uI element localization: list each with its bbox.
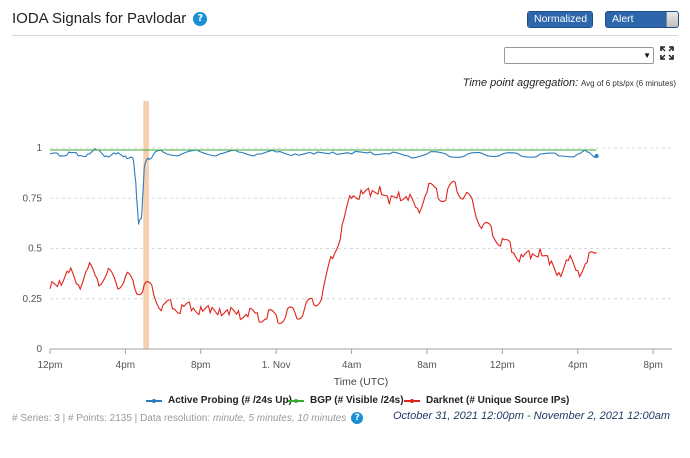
legend-item-active-probing[interactable]: Active Probing (# /24s Up) xyxy=(146,395,292,406)
y-tick-label: 0.25 xyxy=(23,294,43,305)
chevron-down-icon: ▼ xyxy=(643,51,651,60)
series-endpoint xyxy=(594,154,599,159)
resolution-value: minute, 5 minutes, 10 minutes xyxy=(212,412,347,424)
aggregation-info: Time point aggregation: Avg of 6 pts/px … xyxy=(463,77,676,89)
chart-header: IODA Signals for Pavlodar ? xyxy=(12,10,208,27)
y-tick-label: 1 xyxy=(36,143,42,154)
legend-item-bgp[interactable]: BGP (# Visible /24s) xyxy=(288,395,404,406)
legend-swatch xyxy=(288,398,304,403)
fullscreen-icon[interactable] xyxy=(660,46,674,60)
x-tick-label: 12pm xyxy=(37,360,62,371)
axes: 0 0.25 0.5 0.75 1 12pm 4pm 8pm 1. Nov 4am 8am 12pm 4… xyxy=(23,143,672,371)
x-tick-label: 8pm xyxy=(643,360,662,371)
alert-band xyxy=(143,101,149,349)
legend-label: Darknet (# Unique Source IPs) xyxy=(426,395,570,406)
page-title: IODA Signals for Pavlodar xyxy=(12,10,187,27)
y-tick-label: 0 xyxy=(36,344,42,355)
x-axis-title: Time (UTC) xyxy=(334,376,388,388)
series-line xyxy=(49,148,597,225)
time-range: October 31, 2021 12:00pm - November 2, 2… xyxy=(392,410,670,422)
alert-band-rect xyxy=(143,101,149,349)
chart: 0 0.25 0.5 0.75 1 12pm 4pm 8pm 1. Nov 4am 8am 12pm 4… xyxy=(23,101,672,388)
x-tick-label: 8pm xyxy=(191,360,210,371)
alert-bands-toggle[interactable]: Alert Bands xyxy=(605,11,679,28)
legend: Active Probing (# /24s Up) BGP (# Visibl… xyxy=(0,395,690,409)
aggregation-value: Avg of 6 pts/px (6 minutes) xyxy=(580,79,676,88)
x-tick-label: 8am xyxy=(417,360,436,371)
legend-swatch xyxy=(404,398,420,403)
normalized-toggle[interactable]: Normalized xyxy=(527,11,593,28)
y-tick-label: 0.5 xyxy=(28,244,42,255)
help-icon[interactable]: ? xyxy=(351,412,364,424)
legend-label: BGP (# Visible /24s) xyxy=(310,395,404,406)
x-tick-label: 1. Nov xyxy=(262,360,291,371)
series-line xyxy=(49,180,597,325)
legend-swatch xyxy=(146,398,162,403)
series-select[interactable]: ▼ xyxy=(504,47,654,64)
series-count: # Series: 3 xyxy=(12,412,60,424)
header-divider xyxy=(12,35,678,36)
aggregation-label: Time point aggregation: xyxy=(462,77,579,89)
x-tick-label: 4am xyxy=(342,360,361,371)
help-icon[interactable]: ? xyxy=(193,11,208,26)
points-count: # Points: 2135 xyxy=(67,412,132,424)
legend-label: Active Probing (# /24s Up) xyxy=(168,395,292,406)
x-tick-label: 4pm xyxy=(116,360,135,371)
y-tick-label: 0.75 xyxy=(23,193,43,204)
toggle-knob xyxy=(665,12,678,27)
alert-bands-toggle-label: Alert Bands xyxy=(606,12,666,27)
legend-item-darknet[interactable]: Darknet (# Unique Source IPs) xyxy=(404,395,569,406)
chart-stats: # Series: 3 | # Points: 2135 | Data reso… xyxy=(12,412,364,424)
normalized-toggle-label: Normalized xyxy=(528,12,592,27)
x-tick-label: 12pm xyxy=(490,360,515,371)
resolution-label: Data resolution: xyxy=(140,412,211,424)
series-lines xyxy=(49,148,599,325)
x-tick-label: 4pm xyxy=(568,360,587,371)
